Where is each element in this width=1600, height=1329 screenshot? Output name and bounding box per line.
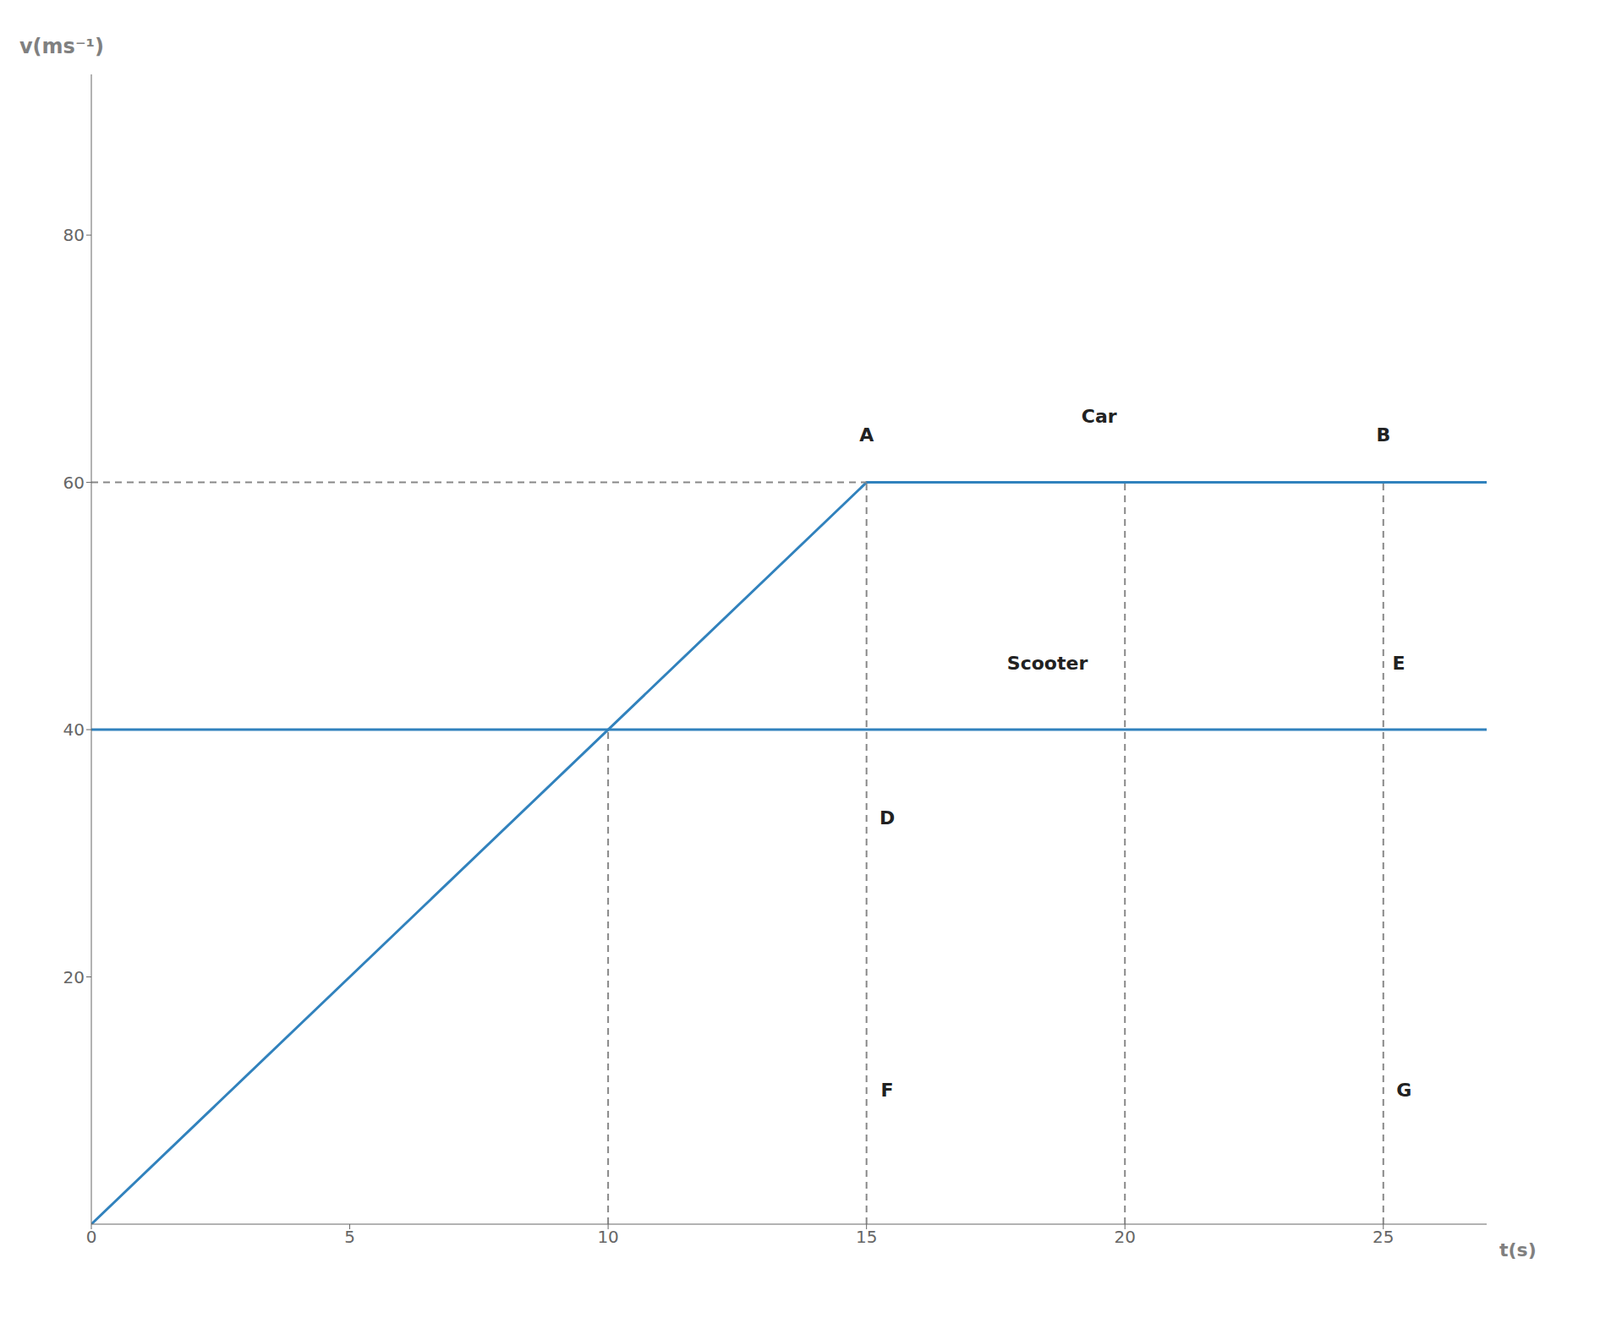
svg-text:10: 10 xyxy=(597,1227,619,1248)
svg-text:Car: Car xyxy=(1081,405,1118,428)
svg-text:15: 15 xyxy=(855,1227,877,1248)
svg-text:20: 20 xyxy=(63,967,85,988)
svg-text:20: 20 xyxy=(1113,1227,1135,1248)
svg-text:5: 5 xyxy=(344,1227,356,1248)
svg-text:F: F xyxy=(881,1079,894,1102)
svg-text:A: A xyxy=(859,424,874,446)
svg-text:25: 25 xyxy=(1372,1227,1394,1248)
svg-text:40: 40 xyxy=(63,719,85,740)
svg-text:t(s): t(s) xyxy=(1499,1239,1537,1261)
svg-text:Scooter: Scooter xyxy=(1007,652,1089,674)
svg-text:E: E xyxy=(1392,652,1406,674)
svg-text:0: 0 xyxy=(86,1227,98,1248)
svg-text:D: D xyxy=(879,807,895,829)
svg-text:v(ms⁻¹): v(ms⁻¹) xyxy=(19,34,105,59)
svg-text:80: 80 xyxy=(63,224,85,246)
svg-text:60: 60 xyxy=(63,472,85,494)
svg-text:G: G xyxy=(1396,1079,1412,1102)
svg-text:B: B xyxy=(1375,424,1391,446)
